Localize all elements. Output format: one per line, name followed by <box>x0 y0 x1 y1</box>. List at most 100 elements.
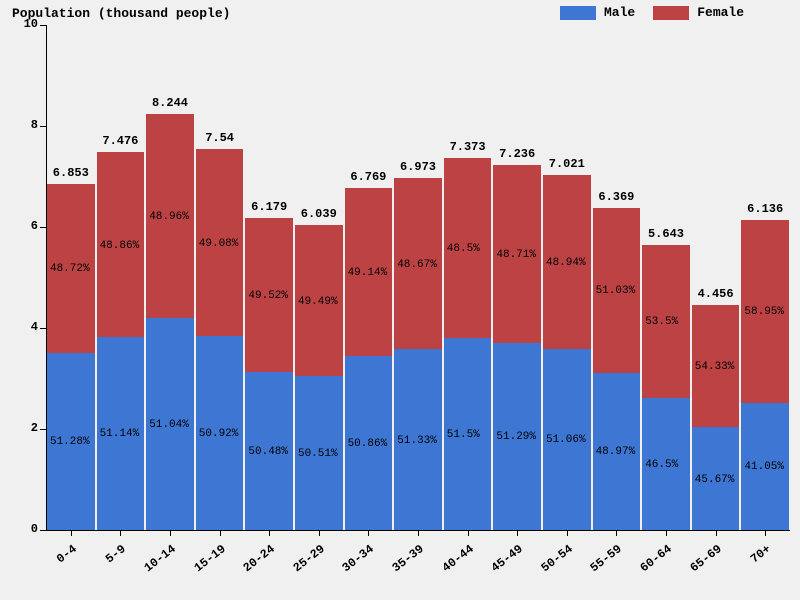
x-tick-label: 70+ <box>718 542 774 590</box>
x-tick <box>468 530 469 536</box>
bar-pct-male: 51.04% <box>149 419 189 431</box>
x-tick <box>71 530 72 536</box>
x-tick <box>666 530 667 536</box>
bar-group: 51.14% 48.86% <box>97 25 145 530</box>
bar-total-label: 6.136 <box>735 202 795 216</box>
y-tick <box>40 227 46 228</box>
x-tick-label: 30-34 <box>321 542 377 590</box>
x-tick <box>716 530 717 536</box>
bar-total-label: 4.456 <box>686 287 746 301</box>
legend-label-male: Male <box>604 5 635 20</box>
x-tick <box>616 530 617 536</box>
bar-pct-female: 49.49% <box>298 296 338 308</box>
bar-pct-male: 45.67% <box>695 474 735 486</box>
bar-group: 50.86% 49.14% <box>345 25 393 530</box>
x-tick-label: 0-4 <box>24 542 80 590</box>
legend-item-male: Male <box>560 5 635 20</box>
bar-total-label: 6.853 <box>41 166 101 180</box>
bar-total-label: 6.369 <box>586 190 646 204</box>
bar-pct-female: 48.96% <box>149 211 189 223</box>
bar-pct-male: 51.5% <box>447 429 480 441</box>
bar-group: 51.28% 48.72% <box>47 25 95 530</box>
bar-pct-male: 50.86% <box>348 438 388 450</box>
bar-pct-male: 46.5% <box>645 459 678 471</box>
y-tick <box>40 328 46 329</box>
bar-group: 50.51% 49.49% <box>295 25 343 530</box>
bar-group: 50.48% 49.52% <box>245 25 293 530</box>
x-tick-label: 35-39 <box>371 542 427 590</box>
legend-swatch-male <box>560 6 596 20</box>
bar-pct-female: 48.94% <box>546 257 586 269</box>
x-tick <box>517 530 518 536</box>
y-tick-label: 8 <box>6 118 38 132</box>
bar-group: 41.05%58.95% <box>741 25 789 530</box>
y-tick-label: 2 <box>6 421 38 435</box>
x-tick <box>319 530 320 536</box>
x-tick <box>418 530 419 536</box>
bar-pct-male: 41.05% <box>744 461 784 473</box>
bar-pct-female: 48.71% <box>496 249 536 261</box>
bar-group: 51.29% 48.71% <box>493 25 541 530</box>
y-tick-label: 10 <box>6 17 38 31</box>
bar-pct-male: 50.51% <box>298 448 338 460</box>
bar-group: 48.97%51.03% <box>593 25 641 530</box>
x-tick-label: 20-24 <box>222 542 278 590</box>
x-tick-label: 50-54 <box>520 542 576 590</box>
bar-total-label: 7.476 <box>90 134 150 148</box>
x-tick <box>567 530 568 536</box>
bar-pct-male: 51.33% <box>397 435 437 447</box>
y-tick-label: 6 <box>6 219 38 233</box>
x-tick-label: 10-14 <box>123 542 179 590</box>
x-tick <box>765 530 766 536</box>
legend: Male Female <box>560 5 744 20</box>
x-tick-label: 40-44 <box>420 542 476 590</box>
bar-pct-male: 50.48% <box>248 446 288 458</box>
legend-item-female: Female <box>653 5 744 20</box>
bar-pct-male: 50.92% <box>199 428 239 440</box>
legend-swatch-female <box>653 6 689 20</box>
y-axis-line <box>46 25 47 530</box>
bar-pct-male: 51.29% <box>496 431 536 443</box>
bar-pct-female: 48.86% <box>100 240 140 252</box>
bar-total-label: 5.643 <box>636 227 696 241</box>
bar-pct-female: 48.5% <box>447 243 480 255</box>
bar-group: 50.92% 49.08% <box>196 25 244 530</box>
x-tick-label: 5-9 <box>73 542 129 590</box>
bar-pct-female: 48.72% <box>50 263 90 275</box>
bar-total-label: 8.244 <box>140 96 200 110</box>
bar-pct-male: 51.14% <box>100 428 140 440</box>
bar-group: 51.06% 48.94% <box>543 25 591 530</box>
bar-pct-male: 51.06% <box>546 434 586 446</box>
bar-pct-female: 49.52% <box>248 290 288 302</box>
bar-total-label: 6.039 <box>289 207 349 221</box>
x-tick-label: 55-59 <box>569 542 625 590</box>
bar-total-label: 6.973 <box>388 160 448 174</box>
bar-group: 46.5% 53.5% <box>642 25 690 530</box>
x-tick <box>269 530 270 536</box>
y-tick-label: 4 <box>6 320 38 334</box>
bar-pct-female: 53.5% <box>645 316 678 328</box>
x-tick-label: 60-64 <box>619 542 675 590</box>
bar-group: 51.5% 48.5% <box>444 25 492 530</box>
x-tick-label: 25-29 <box>272 542 328 590</box>
x-tick-label: 65-69 <box>668 542 724 590</box>
y-tick <box>40 429 46 430</box>
x-tick-label: 45-49 <box>470 542 526 590</box>
bar-total-label: 7.54 <box>190 131 250 145</box>
x-tick <box>170 530 171 536</box>
y-axis-title: Population (thousand people) <box>12 6 230 21</box>
bar-pct-female: 54.33% <box>695 361 735 373</box>
bar-pct-female: 49.14% <box>348 267 388 279</box>
y-tick <box>40 530 46 531</box>
bar-group: 51.33%48.67% <box>394 25 442 530</box>
x-tick <box>120 530 121 536</box>
y-tick <box>40 126 46 127</box>
x-tick-label: 15-19 <box>172 542 228 590</box>
x-tick <box>220 530 221 536</box>
bar-pct-male: 51.28% <box>50 436 90 448</box>
y-tick <box>40 25 46 26</box>
bar-group: 45.67% 54.33% <box>692 25 740 530</box>
bar-pct-female: 49.08% <box>199 238 239 250</box>
bar-pct-female: 51.03% <box>596 285 636 297</box>
plot-area: 51.28%48.72%6.85351.14%48.86%7.47651.04%… <box>46 25 790 530</box>
